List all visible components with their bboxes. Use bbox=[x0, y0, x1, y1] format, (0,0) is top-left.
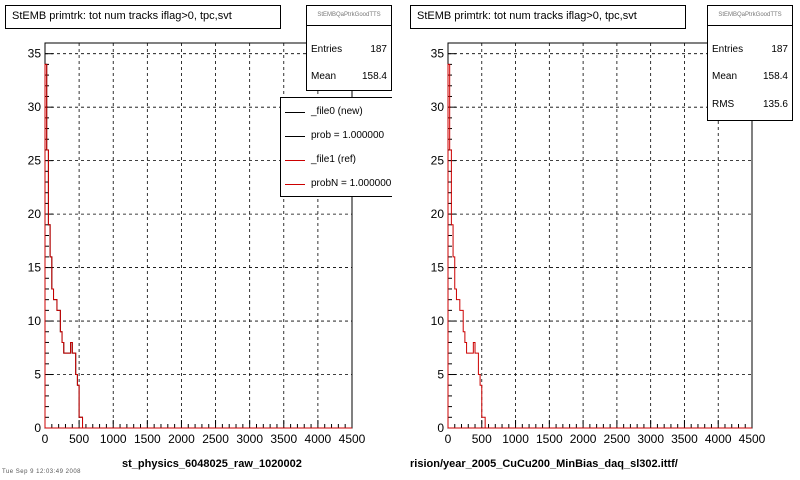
legend-label-file1: _file1 (ref) bbox=[311, 154, 357, 165]
right-x-tick-label: 2000 bbox=[570, 432, 597, 446]
left-plot: 0 500 1000 1500 2000 2500 3000 3500 4000 4500 0 5 10… bbox=[28, 42, 366, 446]
left-chart-title: StEMB primtrk: tot num tracks iflag>0, t… bbox=[5, 5, 281, 29]
right-stats-box: StEMBQaPtrkGoodTTS Entries 187 Mean 158.… bbox=[707, 5, 793, 121]
left-x-tick-label: 1500 bbox=[134, 432, 161, 446]
right-x-tick-label: 4000 bbox=[705, 432, 732, 446]
legend-label-file0: _file0 (new) bbox=[311, 106, 363, 117]
left-stats-mean-row: Mean 158.4 bbox=[311, 70, 387, 84]
right-stats-mean-row: Mean 158.4 bbox=[712, 70, 788, 84]
left-y-tick-label: 30 bbox=[28, 100, 42, 114]
left-stats-box: StEMBQaPtrkGoodTTS Entries 187 Mean 158.… bbox=[306, 5, 392, 91]
left-y-tick-label: 10 bbox=[28, 314, 42, 328]
legend-entry-prob: prob = 1.000000 bbox=[281, 129, 392, 143]
left-x-tick-label: 4000 bbox=[305, 432, 332, 446]
left-series-0-line bbox=[44, 63, 86, 429]
right-y-tick-label: 15 bbox=[431, 261, 445, 275]
left-x-tick-label: 2500 bbox=[202, 432, 229, 446]
right-footer-label: rision/year_2005_CuCu200_MinBias_daq_sl3… bbox=[410, 458, 678, 470]
right-x-tick-label: 1000 bbox=[502, 432, 529, 446]
right-plot: 0 500 1000 1500 2000 2500 3000 3500 4000 4500 0 5 10… bbox=[431, 42, 766, 446]
right-stats-name: StEMBQaPtrkGoodTTS bbox=[708, 6, 792, 26]
left-y-tick-label: 25 bbox=[28, 154, 42, 168]
left-x-tick-label: 3000 bbox=[236, 432, 263, 446]
left-legend: _file0 (new) prob = 1.000000 _file1 (ref… bbox=[280, 97, 392, 197]
right-x-tick-label: 500 bbox=[472, 432, 492, 446]
left-x-tick-label: 0 bbox=[42, 432, 49, 446]
legend-swatch-probn bbox=[285, 184, 305, 185]
left-y-tick-label: 0 bbox=[34, 421, 41, 435]
left-stats-entries-label: Entries bbox=[311, 44, 343, 55]
right-y-tick-label: 0 bbox=[437, 421, 444, 435]
right-x-tick-label: 3000 bbox=[637, 432, 664, 446]
legend-swatch-file0 bbox=[285, 112, 305, 113]
right-stats-entries-value: 187 bbox=[771, 44, 788, 55]
left-stats-mean-value: 158.4 bbox=[361, 71, 387, 82]
right-x-tick-label: 3500 bbox=[671, 432, 698, 446]
right-y-tick-label: 35 bbox=[431, 47, 445, 61]
right-stats-mean-value: 158.4 bbox=[762, 71, 788, 82]
right-y-tick-label: 10 bbox=[431, 314, 445, 328]
timestamp-text: Tue Sep 9 12:03:49 2008 bbox=[2, 469, 81, 475]
right-y-tick-label: 5 bbox=[437, 368, 444, 382]
right-x-tick-label: 2500 bbox=[604, 432, 631, 446]
left-stats-entries-row: Entries 187 bbox=[311, 43, 387, 57]
left-y-tick-label: 20 bbox=[28, 207, 42, 221]
right-y-tick-label: 30 bbox=[431, 100, 445, 114]
left-y-tick-label: 5 bbox=[34, 368, 41, 382]
right-stats-rms-label: RMS bbox=[712, 99, 735, 110]
right-y-tick-label: 25 bbox=[431, 154, 445, 168]
right-x-tick-label: 0 bbox=[445, 432, 452, 446]
left-stats-name: StEMBQaPtrkGoodTTS bbox=[307, 6, 391, 26]
right-x-tick-label: 1500 bbox=[536, 432, 563, 446]
legend-entry-file0: _file0 (new) bbox=[281, 105, 392, 119]
legend-entry-file1: _file1 (ref) bbox=[281, 153, 392, 167]
legend-entry-probn: probN = 1.000000 bbox=[281, 177, 392, 191]
left-x-tick-label: 2000 bbox=[168, 432, 195, 446]
left-x-tick-label: 4500 bbox=[339, 432, 366, 446]
right-stats-rms-row: RMS 135.6 bbox=[712, 98, 788, 112]
left-stats-entries-value: 187 bbox=[370, 44, 387, 55]
left-series-1-line bbox=[44, 63, 86, 429]
left-y-tick-label: 35 bbox=[28, 47, 42, 61]
legend-label-prob: prob = 1.000000 bbox=[311, 130, 385, 141]
right-stats-entries-row: Entries 187 bbox=[712, 43, 788, 57]
right-stats-mean-label: Mean bbox=[712, 71, 738, 82]
left-y-tick-label: 15 bbox=[28, 261, 42, 275]
right-y-tick-label: 20 bbox=[431, 207, 445, 221]
right-stats-rms-value: 135.6 bbox=[762, 99, 788, 110]
legend-swatch-file1 bbox=[285, 160, 305, 161]
right-stats-entries-label: Entries bbox=[712, 44, 744, 55]
right-series-0-line bbox=[447, 63, 489, 429]
left-stats-mean-label: Mean bbox=[311, 71, 337, 82]
legend-swatch-prob bbox=[285, 136, 305, 137]
left-x-tick-label: 1000 bbox=[100, 432, 127, 446]
left-footer-label: st_physics_6048025_raw_1020002 bbox=[122, 458, 302, 470]
left-x-tick-label: 3500 bbox=[270, 432, 297, 446]
right-chart-title: StEMB primtrk: tot num tracks iflag>0, t… bbox=[410, 5, 686, 29]
left-x-tick-label: 500 bbox=[69, 432, 89, 446]
right-x-tick-label: 4500 bbox=[739, 432, 766, 446]
legend-label-probn: probN = 1.000000 bbox=[311, 178, 392, 189]
